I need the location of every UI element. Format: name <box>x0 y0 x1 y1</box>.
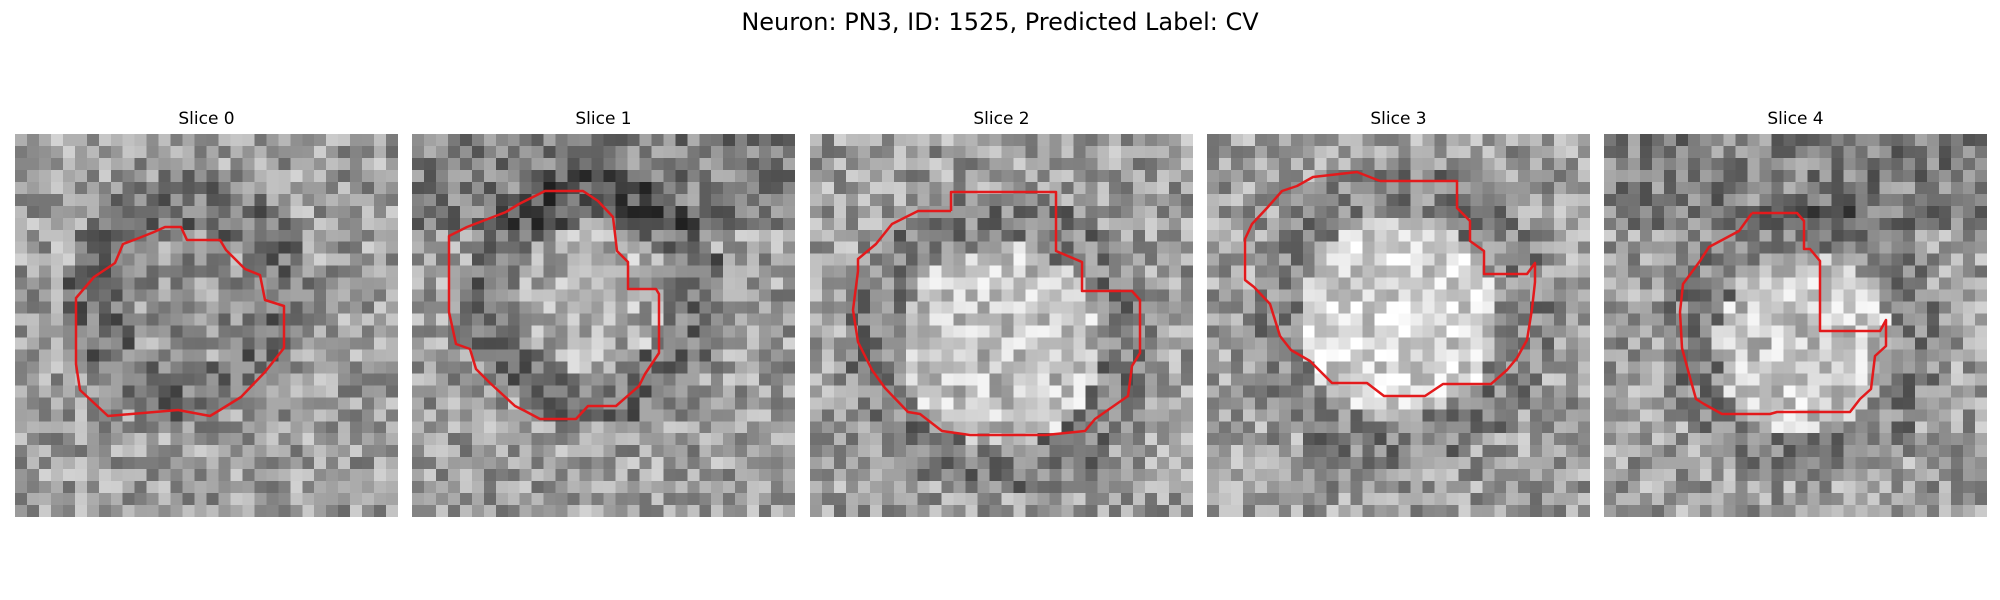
slice-title: Slice 1 <box>575 109 632 129</box>
segmentation-contour <box>851 190 1142 437</box>
grayscale-mosaic <box>1604 134 1987 517</box>
slice-title: Slice 4 <box>1767 109 1824 129</box>
figure-title: Neuron: PN3, ID: 1525, Predicted Label: … <box>741 8 1259 36</box>
segmentation-contour <box>1678 211 1888 416</box>
slice-image <box>1604 134 1987 517</box>
slice-image <box>412 134 795 517</box>
slice-image <box>810 134 1193 517</box>
slice-image <box>1207 134 1590 517</box>
grayscale-mosaic <box>810 134 1193 517</box>
slice-title: Slice 0 <box>178 109 235 129</box>
segmentation-contour <box>74 225 286 418</box>
segmentation-contour <box>447 189 661 421</box>
slice-title: Slice 2 <box>973 109 1030 129</box>
grayscale-mosaic <box>15 134 398 517</box>
segmentation-contour <box>1243 170 1537 398</box>
grayscale-mosaic <box>412 134 795 517</box>
slice-image <box>15 134 398 517</box>
grayscale-mosaic <box>1207 134 1590 517</box>
slice-title: Slice 3 <box>1370 109 1427 129</box>
